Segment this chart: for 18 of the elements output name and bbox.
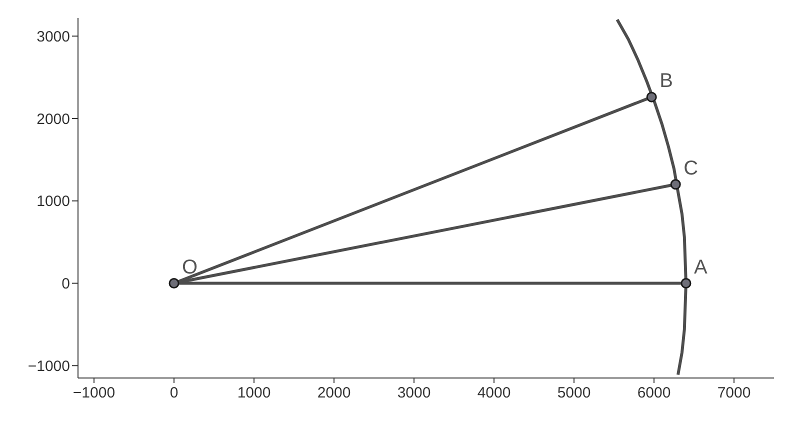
y-tick-label: 3000 [36,28,70,46]
x-tick-label: 1000 [237,384,271,402]
y-tick-label: −1000 [28,358,70,375]
x-tick-label: 0 [170,384,178,402]
x-tick-label: 5000 [557,384,591,402]
x-tick-label: 2000 [317,384,351,402]
y-tick-label: 2000 [36,110,70,128]
x-tick-label: 3000 [397,384,431,402]
annotation: B [660,70,673,92]
annotation: C [684,157,698,180]
annotation: O [182,256,198,278]
x-tick-label: 4000 [477,384,511,402]
x-tick-label: 6000 [637,384,671,402]
x-tick-label: −1000 [72,384,116,402]
x-tick-label: 7000 [717,384,751,402]
annotation: A [694,256,708,278]
y-tick-label: 1000 [36,193,70,210]
y-tick-label: 0 [62,276,70,293]
